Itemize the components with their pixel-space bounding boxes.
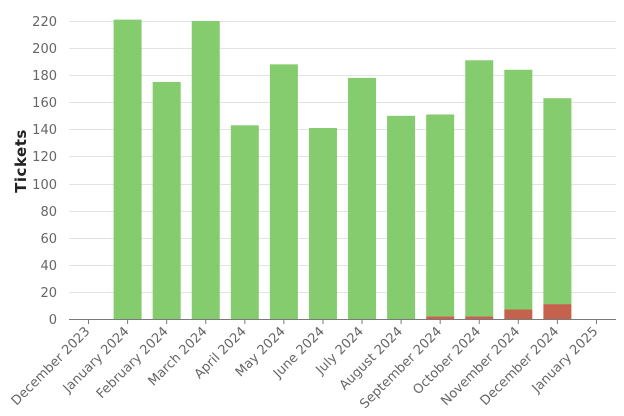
bar-red-segment — [504, 309, 533, 319]
y-tick-label: 140 — [32, 123, 57, 138]
bar-green-segment — [152, 81, 181, 319]
y-tick-label: 100 — [32, 178, 57, 193]
y-tick-label: 40 — [40, 259, 57, 274]
y-tick-label: 0 — [49, 313, 57, 328]
y-tick-label: 160 — [32, 96, 57, 111]
x-tick-label: October 2024 — [410, 324, 484, 398]
bar-green-segment — [348, 77, 377, 320]
bar-green-segment — [269, 64, 298, 319]
bar-green-segment — [113, 19, 142, 320]
bar-red-segment — [426, 316, 455, 319]
y-tick-label: 200 — [32, 42, 57, 57]
bar-green-segment — [426, 114, 455, 317]
bar-green-segment — [230, 125, 259, 319]
bar-green-segment — [543, 98, 572, 305]
bar-green-segment — [465, 60, 494, 317]
gridlines — [69, 21, 616, 293]
bar-red-segment — [465, 316, 494, 319]
bar-red-segment — [543, 304, 572, 319]
y-tick-label: 80 — [40, 205, 57, 220]
y-tick-label: 180 — [32, 69, 57, 84]
y-tick-label: 220 — [32, 15, 57, 30]
bars — [113, 19, 572, 320]
y-axis-title: Tickets — [12, 129, 30, 193]
bar-green-segment — [308, 128, 337, 319]
y-tick-label: 60 — [40, 232, 57, 247]
bar-green-segment — [191, 21, 220, 319]
y-tick-label: 20 — [40, 286, 57, 301]
bar-green-segment — [504, 69, 533, 310]
y-tick-label: 120 — [32, 150, 57, 165]
bar-green-segment — [387, 115, 416, 320]
